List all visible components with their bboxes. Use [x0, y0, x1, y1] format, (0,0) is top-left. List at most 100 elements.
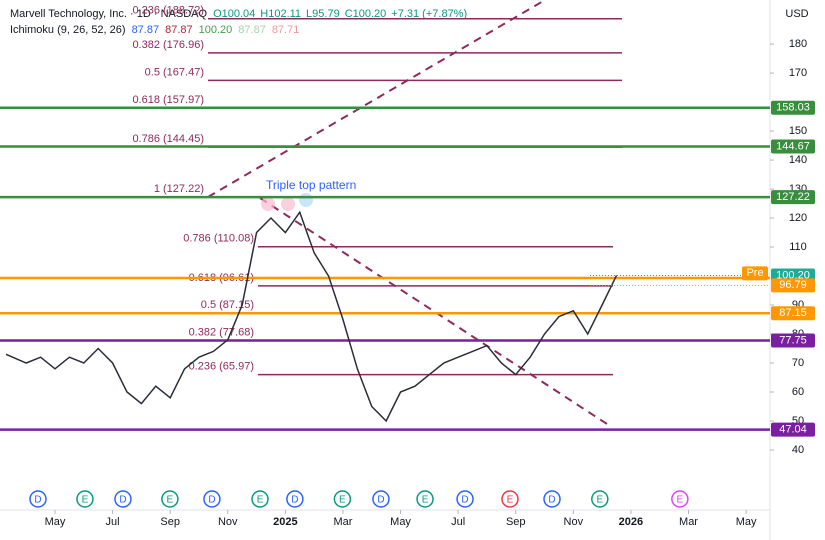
x-tick-label: Sep: [160, 516, 180, 528]
price-tag: [771, 139, 815, 154]
event-label: D: [461, 495, 468, 506]
price-tag: [771, 278, 815, 293]
indicator-value: 87.87: [238, 24, 266, 36]
event-marker: [76, 490, 94, 508]
ohlc-value: O100.04: [213, 8, 255, 20]
event-marker: [286, 490, 304, 508]
y-tick-label: 110: [789, 241, 807, 253]
event-marker: [372, 490, 390, 508]
header: Marvell Technology, Inc. · 1D · NASDAQ O…: [4, 4, 467, 40]
indicator-name: Ichimoku (9, 26, 52, 26): [10, 24, 126, 36]
fib-label: 0.382 (77.68): [189, 327, 254, 339]
price-line: [5, 210, 618, 423]
pre-badge: [742, 266, 768, 281]
y-tick-label: 40: [792, 444, 804, 456]
x-tick-label: Mar: [333, 516, 352, 528]
ohlc-value: +7.31 (+7.87%): [391, 8, 467, 20]
event-label: E: [82, 495, 89, 506]
price-tag-label: 96.79: [779, 279, 807, 291]
x-tick-label: May: [390, 516, 411, 528]
y-tick-label: 140: [789, 154, 807, 166]
event-label: E: [677, 495, 684, 506]
event-marker: [29, 490, 47, 508]
event-label: D: [34, 495, 41, 506]
y-tick-label: 170: [789, 67, 807, 79]
x-tick-label: Nov: [564, 516, 584, 528]
fib-label: 1 (127.22): [154, 183, 204, 195]
fib-label: 0.786 (144.45): [132, 133, 204, 145]
event-label: D: [548, 495, 555, 506]
ohlc-value: H102.11: [260, 8, 301, 20]
price-tag-label: 144.67: [776, 140, 810, 152]
y-tick-label: 150: [789, 125, 807, 137]
header-bg: [4, 4, 456, 40]
event-marker: [203, 490, 221, 508]
price-tag: [771, 190, 815, 205]
indicator-value: 87.87: [132, 24, 160, 36]
symbol-title: Marvell Technology, Inc. · 1D · NASDAQ: [10, 8, 207, 20]
y-tick-label: 70: [792, 357, 804, 369]
pattern-marker: [281, 197, 295, 211]
price-tag: [771, 100, 815, 115]
event-label: E: [339, 495, 346, 506]
x-tick-label: Jul: [106, 516, 120, 528]
fib-label: 0.5 (87.15): [201, 299, 254, 311]
x-tick-label: 2025: [273, 516, 297, 528]
fib-label: 0.786 (110.08): [183, 233, 254, 245]
event-marker: [333, 490, 352, 508]
x-tick-label: Mar: [679, 516, 698, 528]
y-tick-label: 120: [789, 212, 807, 224]
event-label: D: [377, 495, 384, 506]
price-tag-label: 127.22: [776, 191, 810, 203]
pre-label: Pre: [746, 267, 763, 279]
event-label: D: [119, 495, 126, 506]
fib-label: 0.5 (167.47): [145, 66, 204, 78]
price-tag-label: 77.75: [779, 334, 807, 346]
ohlc-value: C100.20: [345, 8, 387, 20]
event-marker: [671, 490, 689, 508]
event-marker: [543, 490, 561, 508]
price-tag: [771, 306, 815, 321]
price-tag-label: 158.03: [776, 102, 810, 114]
event-marker: [114, 490, 132, 508]
fib-label: 0.236 (188.72): [132, 5, 204, 17]
event-marker: [161, 490, 179, 508]
indicator-value: 87.87: [165, 24, 193, 36]
price-tag: [771, 333, 815, 348]
event-marker: [591, 490, 609, 508]
y-tick-label: 180: [789, 38, 807, 50]
ohlc-value: L95.79: [306, 8, 340, 20]
trend-line: [207, 0, 546, 198]
fib-label: 0.236 (65.97): [189, 361, 254, 373]
currency: USD: [785, 8, 808, 20]
y-tick-label: 60: [792, 386, 804, 398]
x-tick-label: May: [45, 516, 66, 528]
price-tag: [771, 422, 815, 437]
price-tag-label: 47.04: [779, 423, 807, 435]
x-tick-label: Sep: [506, 516, 526, 528]
fib-label: 0.382 (176.96): [132, 39, 204, 51]
event-marker: [456, 490, 474, 508]
price-tag-label: 87.15: [779, 307, 807, 319]
event-label: D: [291, 495, 298, 506]
event-label: E: [596, 495, 603, 506]
event-marker: [501, 490, 519, 508]
pattern-marker: [261, 197, 275, 211]
event-marker: [251, 490, 269, 508]
x-tick-label: May: [736, 516, 757, 528]
annotation: Triple top pattern: [266, 178, 356, 192]
pattern-marker: [299, 193, 313, 207]
indicator-value: 87.71: [272, 24, 300, 36]
event-label: D: [208, 495, 215, 506]
indicator-value: 100.20: [199, 24, 233, 36]
event-label: E: [422, 495, 429, 506]
event-label: E: [507, 495, 514, 506]
event-label: E: [167, 495, 174, 506]
x-tick-label: Jul: [451, 516, 465, 528]
fib-label: 0.618 (157.97): [132, 94, 204, 106]
event-marker: [416, 490, 434, 508]
x-tick-label: Nov: [218, 516, 238, 528]
